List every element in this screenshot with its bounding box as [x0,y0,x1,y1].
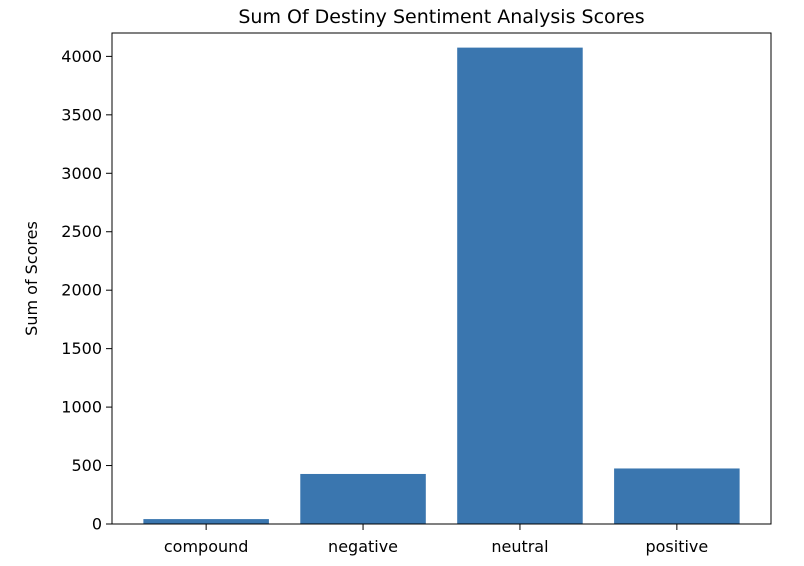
chart-title: Sum Of Destiny Sentiment Analysis Scores [238,6,644,28]
x-tick-label: positive [645,537,708,556]
y-axis: 0 500 1000 1500 2000 2500 3000 3500 4000 [61,47,112,534]
bar-negative [300,473,426,524]
bars-layer [143,47,740,524]
plot-frame [111,32,772,525]
y-tick-label: 0 [92,515,102,534]
y-tick-label: 3500 [61,105,102,124]
y-tick-label: 1500 [61,339,102,358]
y-tick-label: 3000 [61,164,102,183]
y-tick-label: 500 [71,456,102,475]
x-tick-label: compound [164,537,249,556]
y-tick-label: 2500 [61,222,102,241]
x-axis: compound negative neutral positive [164,524,708,556]
bar-neutral [457,47,583,524]
y-tick-label: 2000 [61,281,102,300]
x-tick-label: neutral [491,537,548,556]
y-axis-title: Sum of Scores [22,221,41,336]
bar-positive [614,468,740,524]
y-tick-label: 1000 [61,398,102,417]
bar-compound [143,519,269,524]
y-tick-label: 4000 [61,47,102,66]
x-tick-label: negative [328,537,398,556]
